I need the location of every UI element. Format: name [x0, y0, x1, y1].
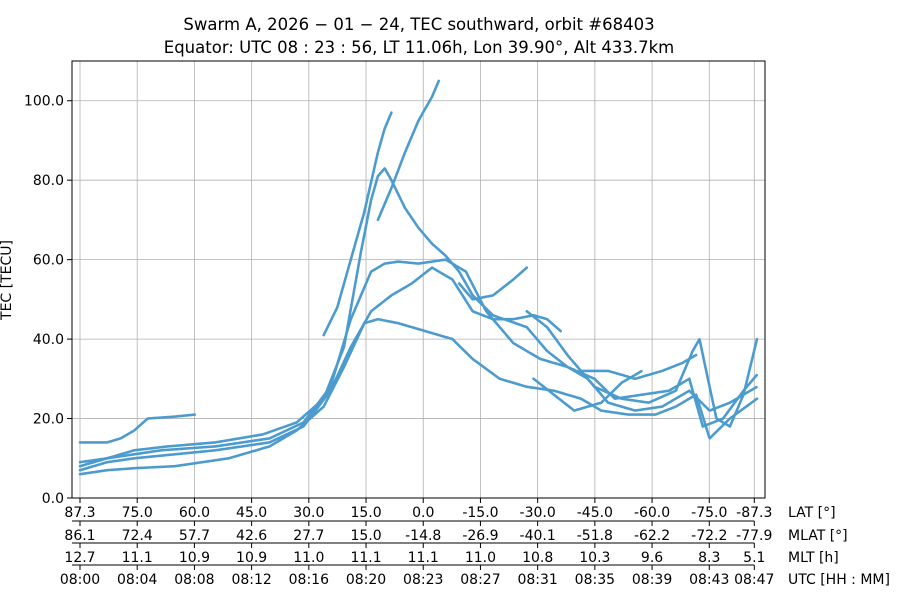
x-tick-label: 75.0 — [122, 505, 153, 521]
y-tick-label: 40.0 — [33, 332, 64, 348]
x-tick-label: -72.2 — [691, 528, 727, 544]
x-tick-label: 45.0 — [236, 505, 267, 521]
y-tick-label: 0.0 — [42, 491, 64, 507]
x-tick-label: 10.8 — [522, 550, 553, 566]
y-tick-label: 20.0 — [33, 412, 64, 428]
x-tick-label: -15.0 — [462, 505, 498, 521]
x-tick-label: 08:08 — [174, 572, 214, 588]
x-tick-label: 87.3 — [64, 505, 95, 521]
x-tick-label: 08:00 — [60, 572, 100, 588]
x-tick-label: 60.0 — [179, 505, 210, 521]
x-tick-label: 08:12 — [231, 572, 271, 588]
x-axis-row-name: UTC [HH : MM] — [788, 572, 890, 588]
x-tick-label: 15.0 — [350, 528, 381, 544]
x-tick-label: -45.0 — [577, 505, 613, 521]
data-layer — [78, 79, 759, 476]
y-tick-label: 60.0 — [33, 253, 64, 269]
x-axis-row-name: MLT [h] — [788, 550, 839, 566]
x-tick-label: 12.7 — [64, 550, 95, 566]
x-tick-label: 08:31 — [517, 572, 557, 588]
series-arc-11 — [579, 353, 698, 381]
chart-title-line1: Swarm A, 2026 − 01 − 24, TEC southward, … — [183, 15, 654, 34]
x-axis-rows: 87.3 75.0 60.0 45.0 30.0 15.0 0.0 -15.0 -30.0 -45… — [60, 498, 890, 588]
x-axis-row-name: MLAT [°] — [788, 528, 848, 544]
x-tick-label: 10.9 — [236, 550, 267, 566]
series-arc-1 — [78, 167, 759, 464]
x-tick-label: -26.9 — [462, 528, 498, 544]
x-tick-label: 08:20 — [346, 572, 386, 588]
x-tick-label: 72.4 — [122, 528, 153, 544]
plot-area — [71, 60, 766, 499]
x-tick-label: 11.0 — [293, 550, 324, 566]
x-tick-label: 08:16 — [289, 572, 329, 588]
x-tick-label: 08:39 — [632, 572, 672, 588]
x-tick-label: 42.6 — [236, 528, 267, 544]
x-tick-label: 08:47 — [734, 572, 774, 588]
x-tick-label: 57.7 — [179, 528, 210, 544]
x-tick-label: 10.9 — [179, 550, 210, 566]
x-tick-label: -14.8 — [405, 528, 441, 544]
x-tick-label: 08:43 — [689, 572, 729, 588]
x-tick-label: 30.0 — [293, 505, 324, 521]
x-tick-label: -75.0 — [691, 505, 727, 521]
grid-layer — [72, 61, 765, 499]
x-tick-label: 08:23 — [403, 572, 443, 588]
x-tick-label: -40.1 — [520, 528, 556, 544]
x-tick-label: 86.1 — [64, 528, 95, 544]
x-tick-label: 15.0 — [350, 505, 381, 521]
y-axis-label: TEC [TECU] — [0, 240, 15, 321]
chart-title-line2: Equator: UTC 08 : 23 : 56, LT 11.06h, Lo… — [164, 38, 674, 57]
series-arc-9 — [532, 369, 644, 412]
series-arc-6 — [322, 111, 393, 337]
series-arc-2 — [78, 413, 197, 444]
x-tick-label: -62.2 — [634, 528, 670, 544]
x-tick-label: 11.1 — [350, 550, 381, 566]
x-tick-label: 11.1 — [408, 550, 439, 566]
x-tick-label: -87.3 — [736, 505, 772, 521]
x-tick-label: 27.7 — [293, 528, 324, 544]
x-tick-label: -77.9 — [736, 528, 772, 544]
series-arc-3 — [78, 258, 759, 468]
y-tick-label: 80.0 — [33, 173, 64, 189]
x-tick-label: 0.0 — [412, 505, 434, 521]
series-arc-4 — [78, 317, 759, 476]
x-tick-label: 10.3 — [579, 550, 610, 566]
x-tick-label: -30.0 — [520, 505, 556, 521]
x-tick-label: 08:04 — [117, 572, 157, 588]
x-tick-label: 5.1 — [743, 550, 765, 566]
series-arc-5 — [78, 266, 562, 472]
x-tick-label: 11.0 — [465, 550, 496, 566]
x-tick-label: 08:35 — [575, 572, 615, 588]
x-tick-label: -51.8 — [577, 528, 613, 544]
y-tick-label: 100.0 — [24, 94, 64, 110]
x-tick-label: 08:27 — [460, 572, 500, 588]
series-arc-10 — [525, 310, 759, 428]
x-tick-label: -60.0 — [634, 505, 670, 521]
x-axis-row-name: LAT [°] — [788, 505, 836, 521]
x-tick-label: 11.1 — [122, 550, 153, 566]
series-arc-7 — [376, 79, 441, 222]
x-tick-label: 9.6 — [641, 550, 663, 566]
x-tick-label: 8.3 — [698, 550, 720, 566]
y-axis: 0.0 20.0 40.0 60.0 80.0 100.0 — [24, 94, 72, 507]
series-arc-8 — [457, 266, 529, 301]
